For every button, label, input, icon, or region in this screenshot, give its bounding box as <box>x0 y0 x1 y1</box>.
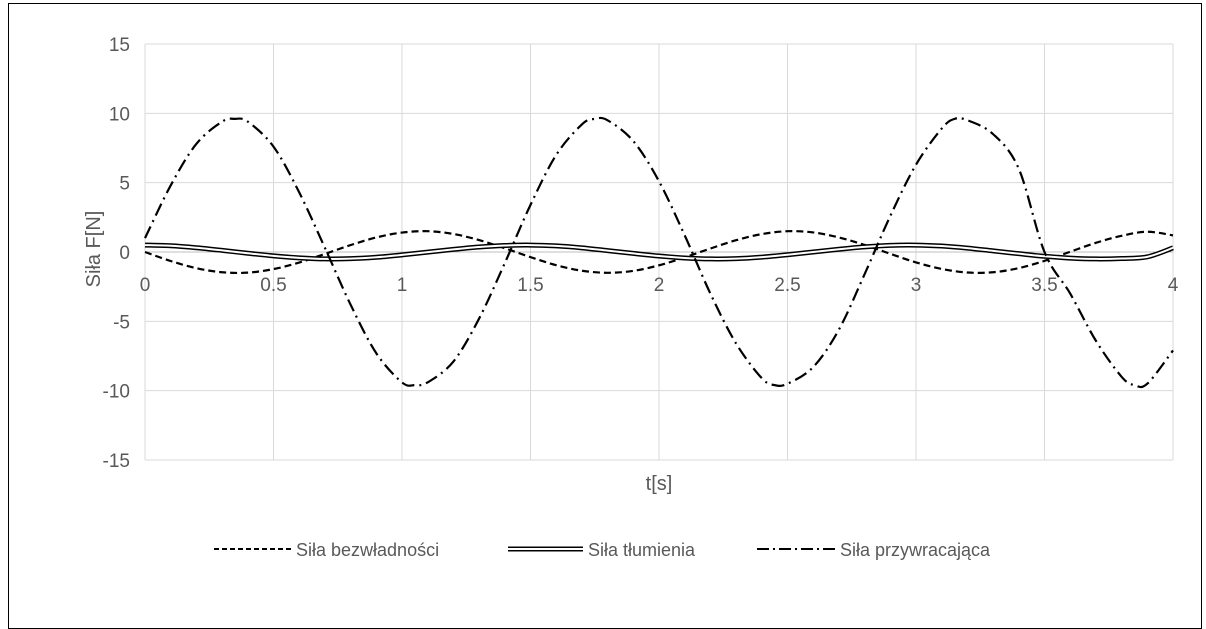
x-tick-label: 2.5 <box>774 275 800 296</box>
x-tick-label: 4 <box>1168 275 1179 296</box>
x-tick-label: 3 <box>911 275 922 296</box>
y-tick-label: -10 <box>103 382 130 403</box>
x-tick-label: 0.5 <box>260 275 286 296</box>
y-tick-label: -15 <box>103 451 130 472</box>
y-tick-label: 10 <box>109 104 130 125</box>
gridlines <box>144 43 1174 461</box>
x-tick-label: 1 <box>397 275 408 296</box>
legend-item-inertia: Siła bezwładności <box>214 540 439 560</box>
x-tick-label: 1.5 <box>517 275 543 296</box>
legend: Siła bezwładności Siła tłumienia Siła pr… <box>214 540 991 560</box>
legend-label-inertia: Siła bezwładności <box>296 540 439 560</box>
y-tick-label: 5 <box>119 174 130 195</box>
y-tick-label: -5 <box>113 312 130 333</box>
y-tick-label: 0 <box>119 243 130 264</box>
chart-frame <box>8 3 1202 629</box>
series-line-damping-inner <box>144 244 1174 260</box>
tick-labels: 0 0.5 1 1.5 2 2.5 3 3.5 4 15 10 5 0 -5 -10 -15 <box>103 35 1179 472</box>
legend-label-damping: Siła tłumienia <box>588 540 696 560</box>
x-tick-label: 2 <box>654 275 665 296</box>
series-line-restoring <box>144 116 1174 389</box>
y-axis-title: Siła F[N] <box>83 211 105 288</box>
legend-label-restoring: Siła przywracająca <box>840 540 991 560</box>
series-layer <box>144 116 1174 389</box>
x-axis-title: t[s] <box>646 473 673 495</box>
legend-item-restoring: Siła przywracająca <box>757 540 991 560</box>
legend-item-damping: Siła tłumienia <box>508 540 696 560</box>
y-tick-label: 15 <box>109 35 130 56</box>
x-tick-label: 3.5 <box>1031 275 1057 296</box>
x-tick-label: 0 <box>140 275 151 296</box>
